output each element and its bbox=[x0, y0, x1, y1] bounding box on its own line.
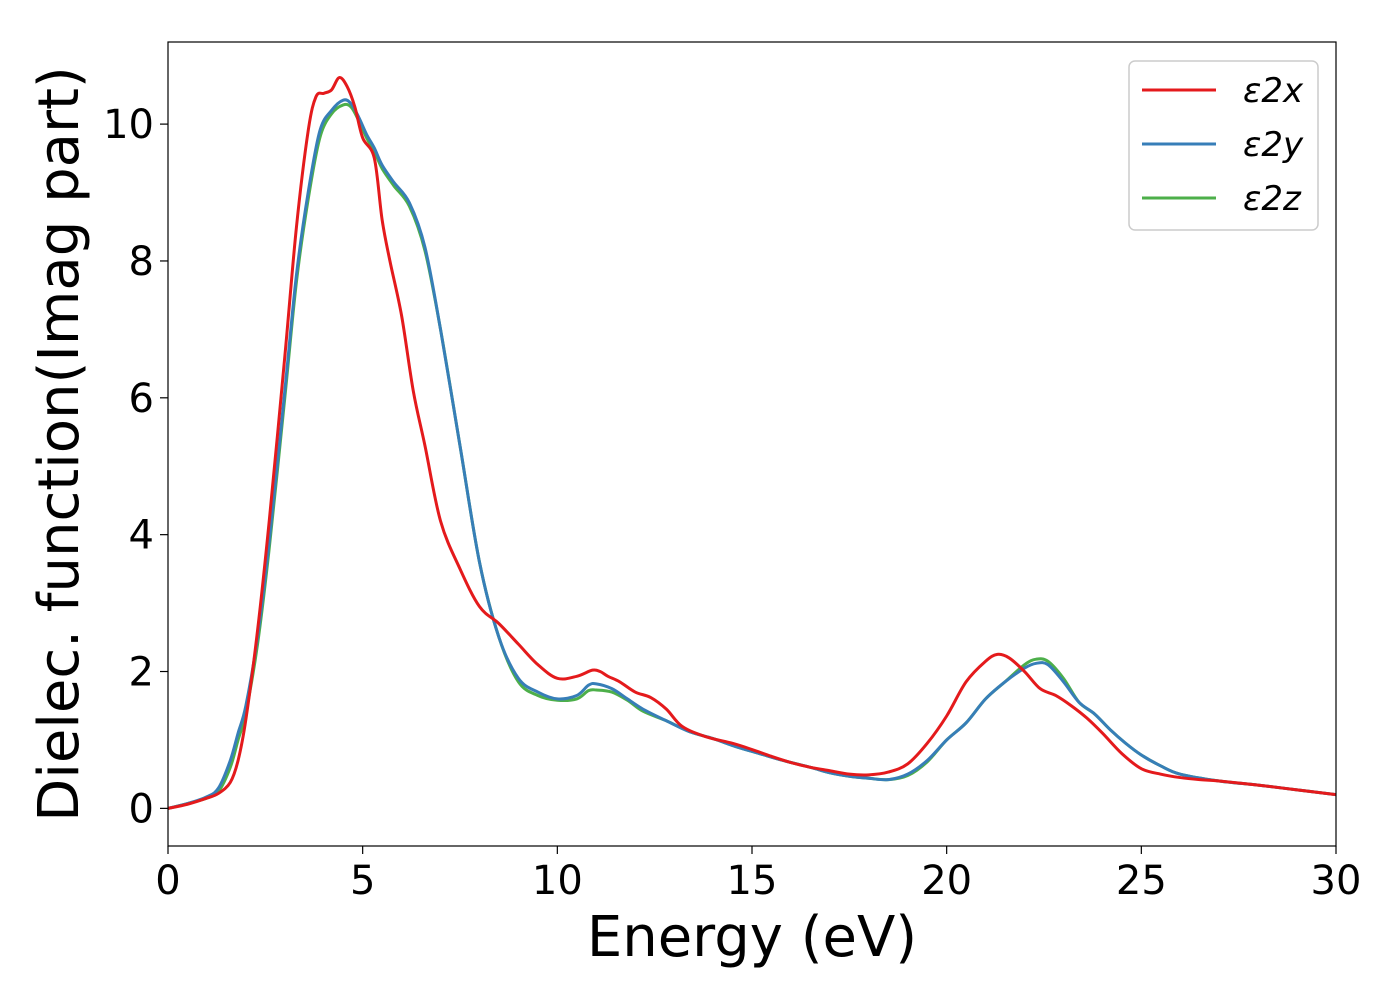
x-tick-label: 30 bbox=[1311, 858, 1362, 904]
legend: ε2x ε2y ε2z bbox=[1128, 60, 1319, 231]
legend-label: ε2x bbox=[1243, 71, 1304, 111]
y-tick-label: 10 bbox=[103, 102, 154, 148]
y-tick-label: 2 bbox=[129, 650, 154, 696]
x-tick-label: 5 bbox=[350, 858, 375, 904]
y-tick-label: 0 bbox=[129, 786, 154, 832]
x-axis: 0 5 10 15 20 25 30 bbox=[155, 846, 1361, 904]
y-axis-label: Dielec. function(Imag part) bbox=[27, 66, 92, 822]
legend-box bbox=[1128, 60, 1319, 231]
legend-label: ε2y bbox=[1243, 125, 1304, 165]
legend-label: ε2z bbox=[1243, 179, 1302, 219]
y-tick-label: 6 bbox=[129, 376, 154, 422]
x-tick-label: 25 bbox=[1116, 858, 1167, 904]
x-tick-label: 20 bbox=[921, 858, 972, 904]
x-axis-label: Energy (eV) bbox=[587, 905, 917, 970]
x-tick-label: 0 bbox=[155, 858, 180, 904]
x-tick-label: 15 bbox=[727, 858, 778, 904]
x-tick-label: 10 bbox=[532, 858, 583, 904]
y-tick-label: 4 bbox=[129, 513, 154, 559]
y-tick-label: 8 bbox=[129, 239, 154, 285]
series-line-2y bbox=[168, 98, 1336, 810]
series-line-2x bbox=[168, 76, 1336, 810]
y-axis: 0 2 4 6 8 10 bbox=[103, 102, 168, 832]
series-layer bbox=[168, 76, 1336, 810]
